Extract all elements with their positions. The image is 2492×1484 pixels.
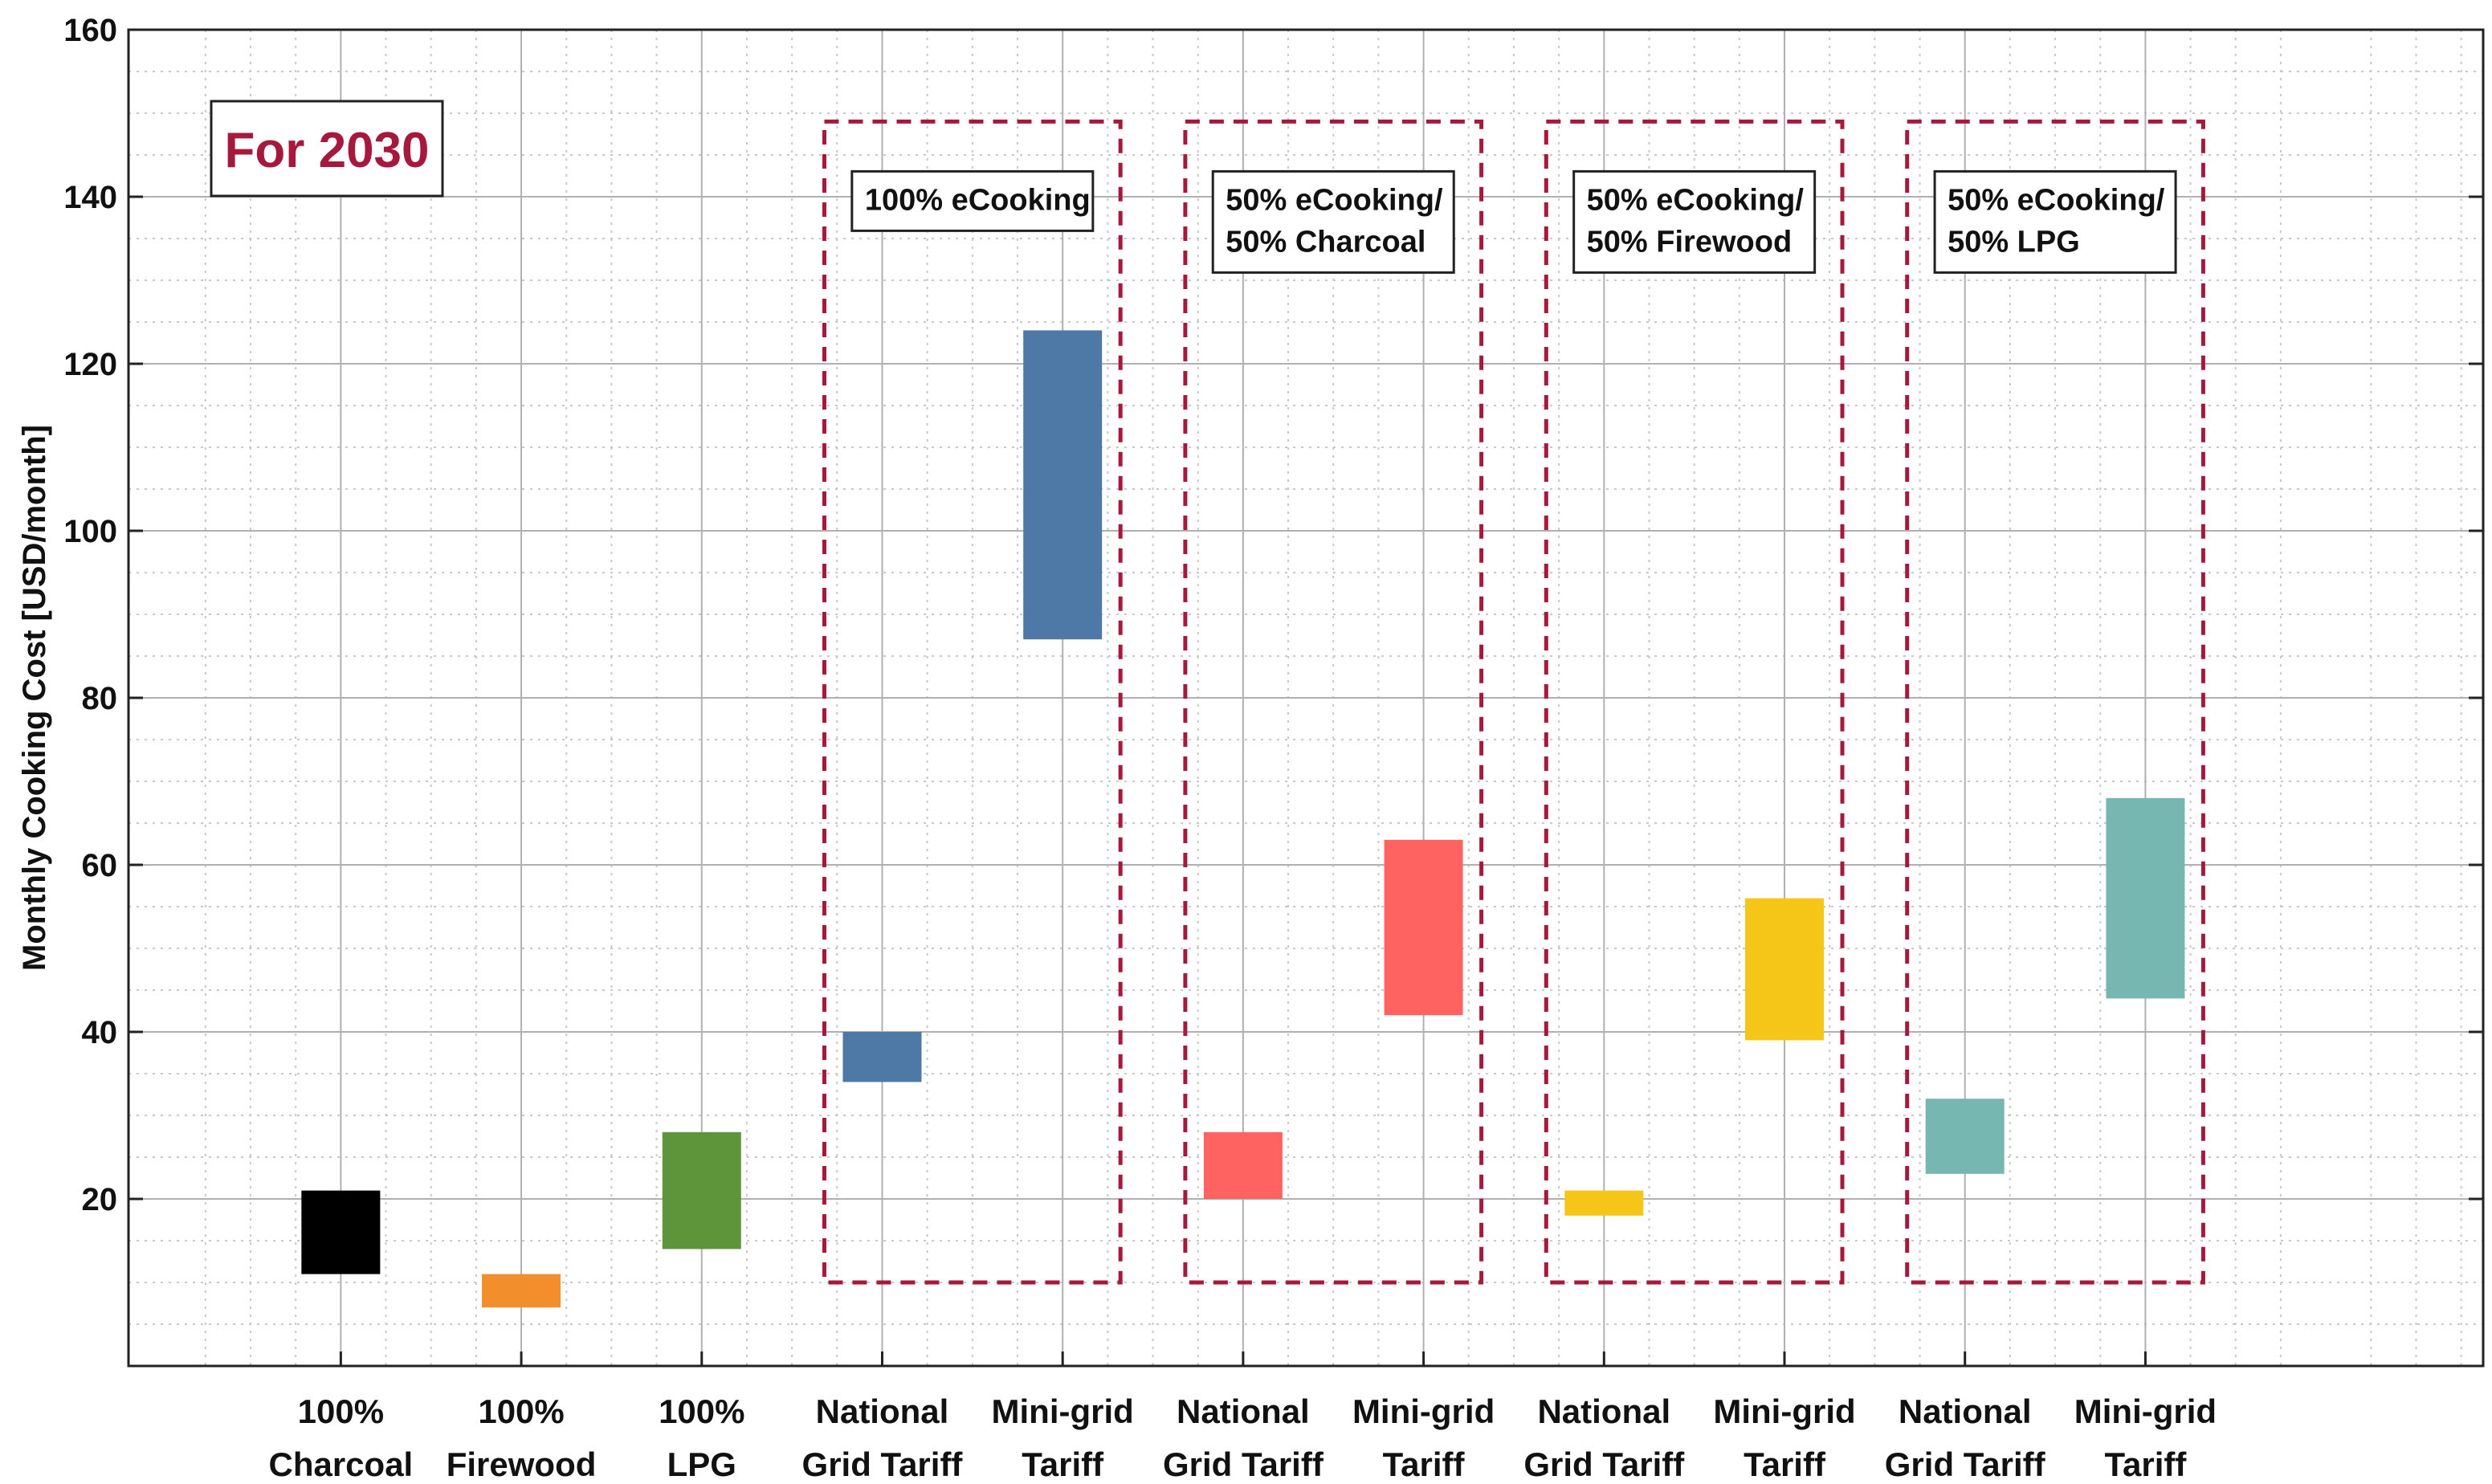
bar xyxy=(1384,839,1463,1016)
x-axis: 100% Charcoal 100% Firewood 100% LPG National G… xyxy=(268,1352,2217,1483)
year-annotation-text: For 2030 xyxy=(224,123,429,178)
bar xyxy=(1023,330,1103,640)
x-tick-label: Tariff xyxy=(1744,1445,1826,1483)
bar xyxy=(842,1032,922,1082)
group-label-box xyxy=(1211,169,1455,274)
x-tick-label: Mini-grid xyxy=(1352,1392,1495,1430)
x-tick-label: Tariff xyxy=(2104,1445,2187,1483)
x-tick-label: 100% xyxy=(478,1392,564,1430)
group-label-box xyxy=(850,169,1095,232)
bar xyxy=(662,1131,741,1250)
group-box xyxy=(822,119,1123,1285)
x-tick-label: Grid Tariff xyxy=(1163,1445,1324,1483)
year-annotation: For 2030 xyxy=(210,100,444,198)
bar xyxy=(2106,797,2185,999)
x-tick-label: 100% xyxy=(659,1392,744,1430)
group-label-box xyxy=(1572,169,1817,274)
y-tick-label: 100 xyxy=(63,514,117,549)
y-tick-label: 140 xyxy=(63,180,117,215)
group-label-box xyxy=(1933,169,2177,274)
x-tick-label: National xyxy=(1537,1392,1670,1430)
y-tick-label: 120 xyxy=(63,347,117,382)
x-tick-label: National xyxy=(1899,1392,2032,1430)
group-label: 100% eCooking xyxy=(865,183,1091,217)
y-tick-label: 60 xyxy=(82,848,118,883)
y-tick-label: 40 xyxy=(82,1015,118,1050)
x-tick-label: National xyxy=(816,1392,949,1430)
bar xyxy=(1925,1099,2005,1174)
bar xyxy=(301,1190,381,1274)
x-tick-label: 100% xyxy=(298,1392,384,1430)
y-axis-label: Monthly Cooking Cost [USD/month] xyxy=(17,425,52,971)
y-tick-label: 160 xyxy=(63,13,117,48)
x-tick-label: Tariff xyxy=(1022,1445,1104,1483)
x-tick-label: Grid Tariff xyxy=(802,1445,964,1483)
group-box xyxy=(1183,119,1484,1285)
y-tick-label: 80 xyxy=(82,681,118,716)
group-label: 50% eCooking/ xyxy=(1226,183,1443,217)
x-tick-label: LPG xyxy=(667,1445,736,1483)
group-box xyxy=(1905,119,2205,1285)
y-axis: 20 40 60 80 100 120 140 160 xyxy=(63,13,2483,1217)
group-label: 50% Firewood xyxy=(1587,225,1792,259)
group-box xyxy=(1544,119,1845,1285)
bars xyxy=(301,330,2185,1308)
group-boxes: 100% eCooking 50% eCooking/50% Charcoal 50… xyxy=(822,119,2205,1285)
x-tick-label: Firewood xyxy=(447,1445,597,1483)
x-tick-label: Tariff xyxy=(1383,1445,1466,1483)
group-label: 50% LPG xyxy=(1948,225,2080,259)
x-tick-label: Charcoal xyxy=(268,1445,413,1483)
y-tick-label: 20 xyxy=(82,1182,118,1217)
group-label: 50% Charcoal xyxy=(1226,225,1425,259)
group-label: 50% eCooking/ xyxy=(1587,183,1805,217)
x-tick-label: Grid Tariff xyxy=(1885,1445,2046,1483)
bar xyxy=(1745,898,1825,1041)
x-tick-label: Grid Tariff xyxy=(1523,1445,1685,1483)
x-tick-label: Mini-grid xyxy=(1713,1392,1855,1430)
bar xyxy=(1203,1131,1283,1199)
x-tick-label: Mini-grid xyxy=(992,1392,1134,1430)
x-tick-label: National xyxy=(1177,1392,1310,1430)
bar xyxy=(482,1274,561,1308)
group-label: 50% eCooking/ xyxy=(1948,183,2165,217)
x-tick-label: Mini-grid xyxy=(2074,1392,2217,1430)
year-annotation-box xyxy=(210,100,444,198)
bar xyxy=(1564,1190,1644,1216)
